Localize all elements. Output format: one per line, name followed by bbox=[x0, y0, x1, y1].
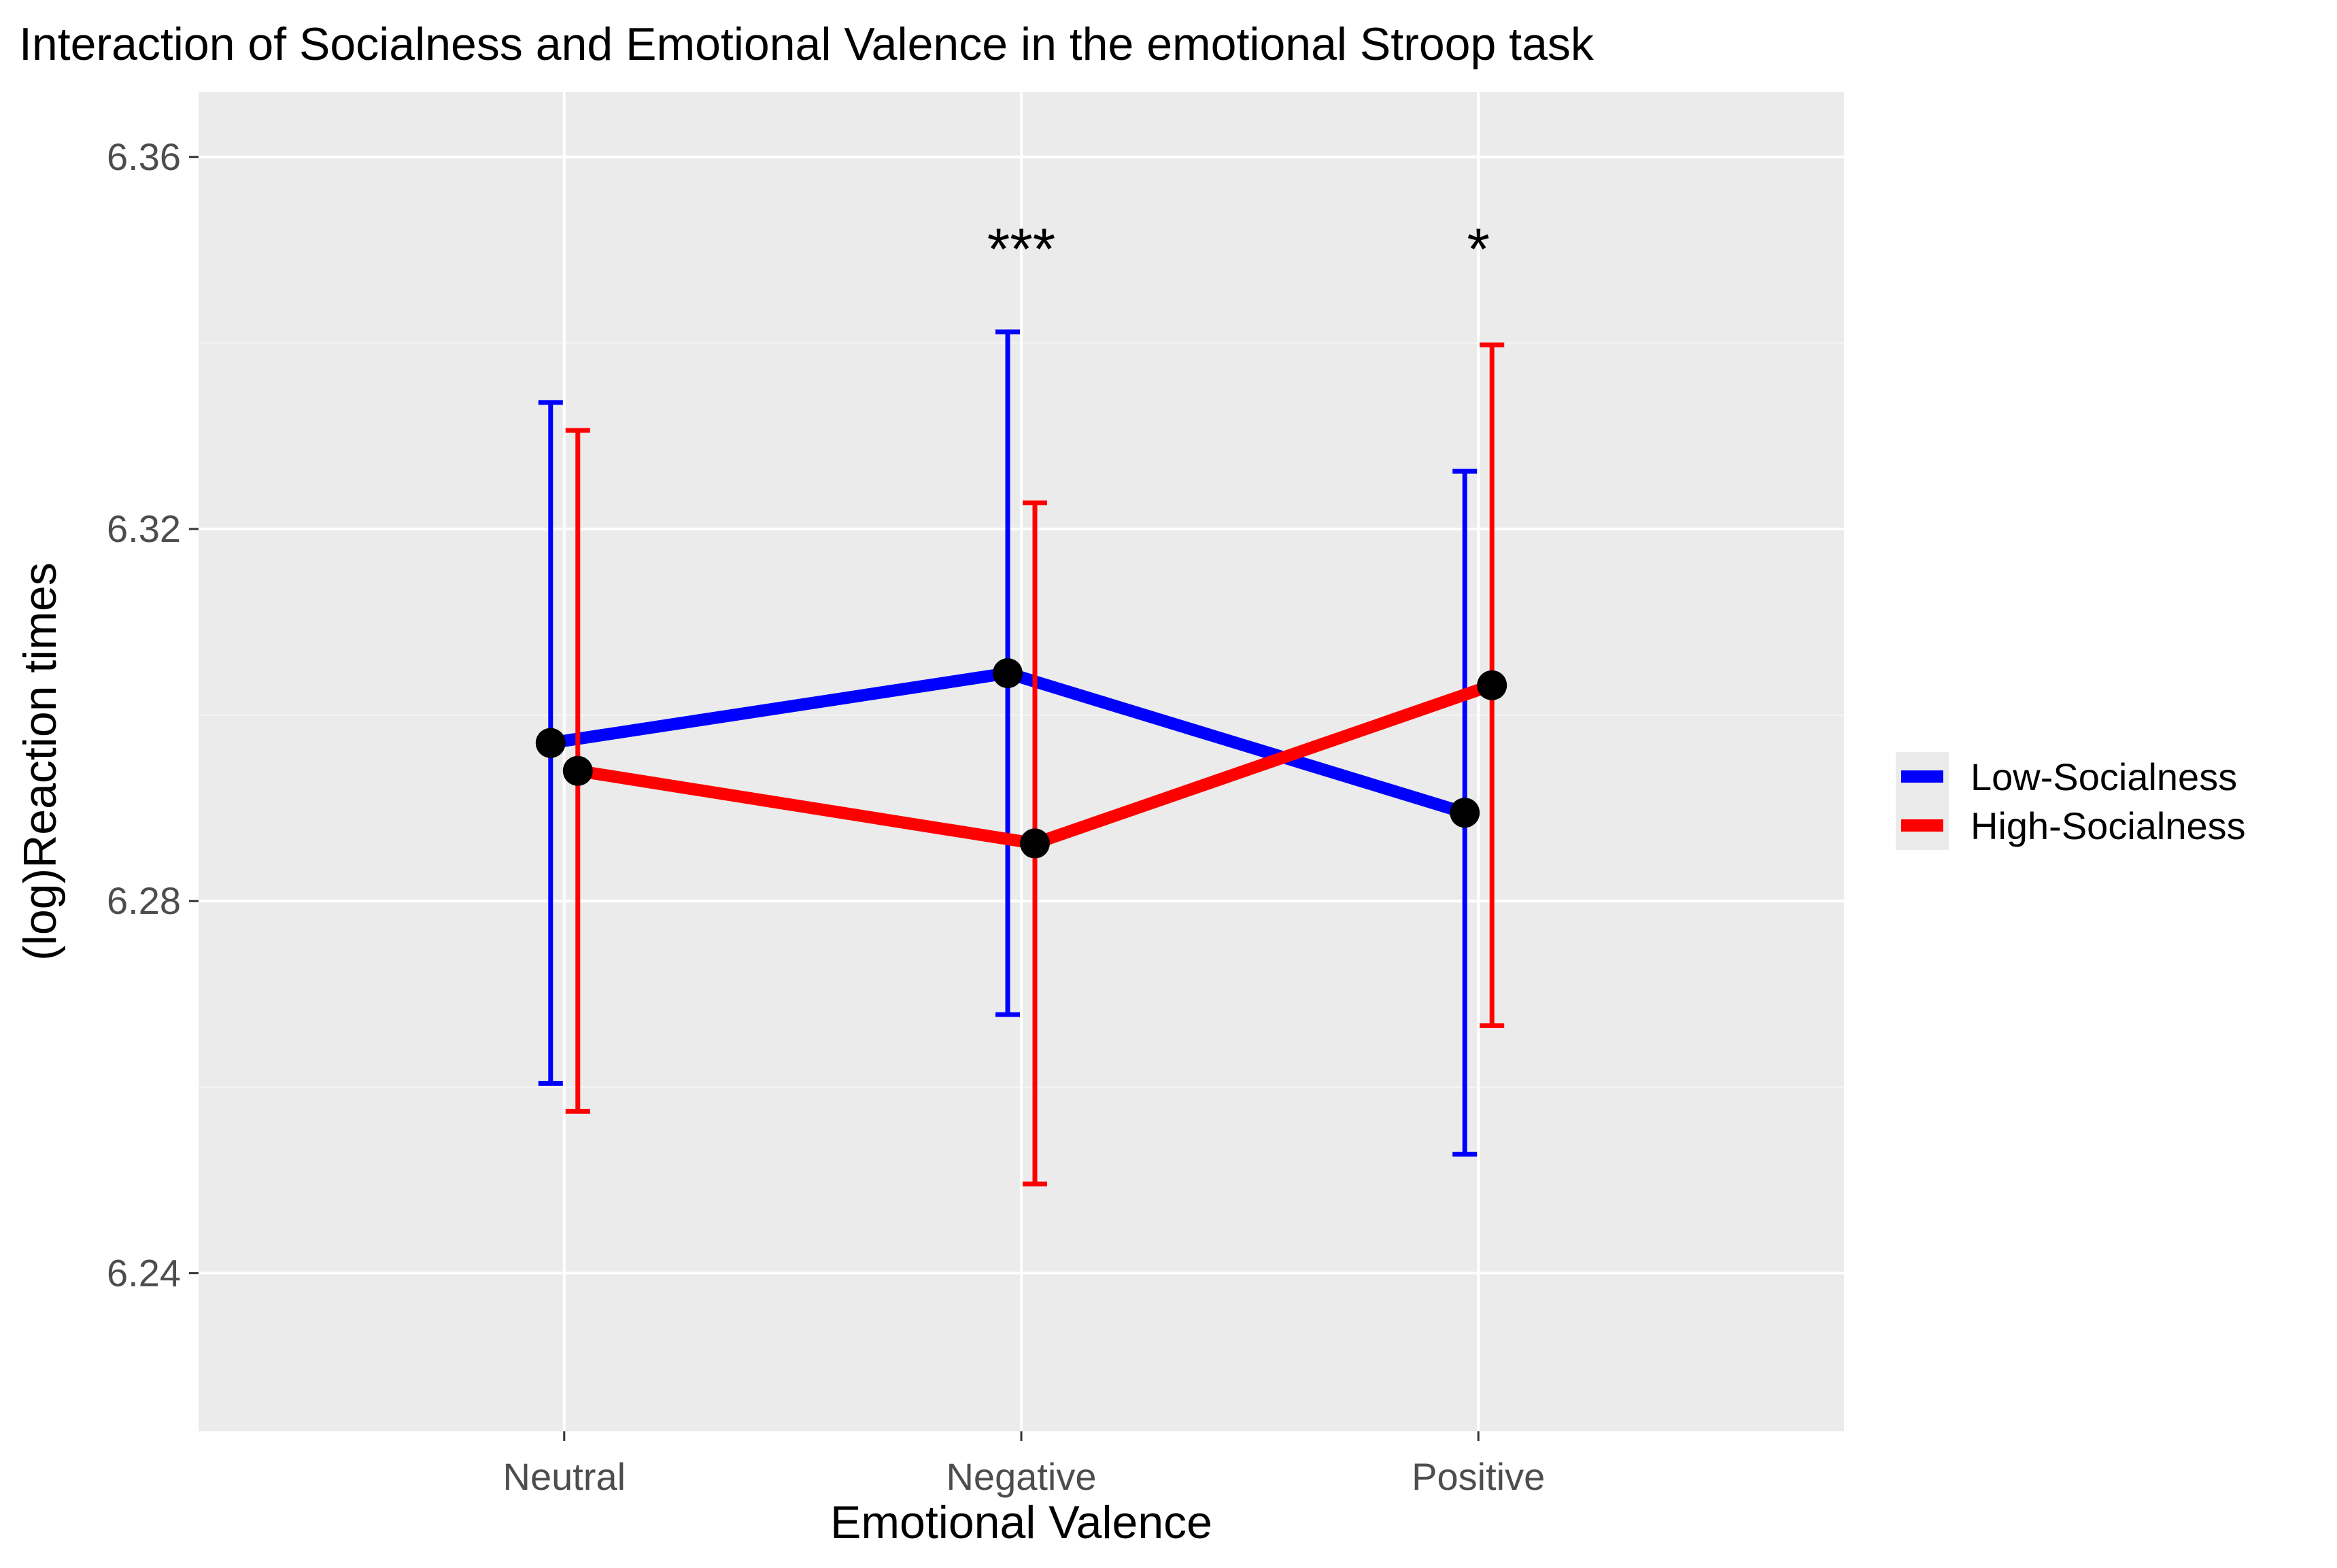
x-axis-title: Emotional Valence bbox=[830, 1497, 1212, 1548]
data-point bbox=[535, 728, 566, 758]
legend-label: High-Socialness bbox=[1971, 804, 2246, 847]
series-layer bbox=[535, 329, 1507, 1187]
data-point bbox=[1450, 798, 1480, 828]
data-point bbox=[562, 755, 593, 786]
y-tick-label: 6.32 bbox=[107, 507, 181, 550]
y-axis: 6.24 6.28 6.32 6.36 bbox=[107, 135, 199, 1294]
grid-major bbox=[199, 92, 1844, 1431]
data-point bbox=[1020, 828, 1050, 859]
x-tick-label: Negative bbox=[946, 1455, 1096, 1498]
y-axis-title: (log)Reaction times bbox=[14, 562, 66, 961]
data-point bbox=[1477, 670, 1507, 700]
x-axis: Neutral Negative Positive bbox=[503, 1431, 1545, 1498]
x-tick-label: Positive bbox=[1412, 1455, 1545, 1498]
y-tick-label: 6.36 bbox=[107, 135, 181, 178]
y-tick-label: 6.24 bbox=[107, 1251, 181, 1294]
legend-key bbox=[1896, 752, 1949, 801]
annotation-layer: *** * bbox=[987, 217, 1490, 282]
data-point bbox=[993, 658, 1023, 689]
legend: Low-Socialness High-Socialness bbox=[1896, 752, 2246, 850]
y-tick-label: 6.28 bbox=[107, 879, 181, 922]
legend-key bbox=[1896, 801, 1949, 850]
chart-title: Interaction of Socialness and Emotional … bbox=[19, 18, 1594, 70]
significance-label: *** bbox=[987, 217, 1055, 282]
x-tick-label: Neutral bbox=[503, 1455, 626, 1498]
significance-label: * bbox=[1467, 217, 1489, 282]
legend-label: Low-Socialness bbox=[1971, 755, 2237, 798]
